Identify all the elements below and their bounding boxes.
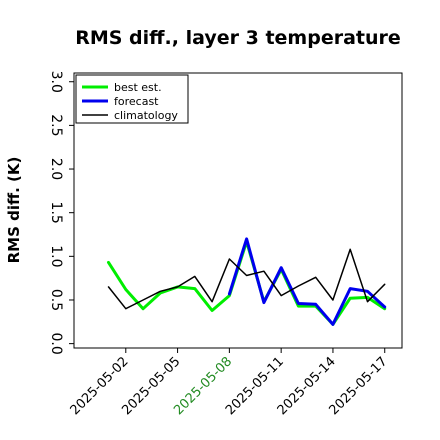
- series-line: [227, 237, 387, 326]
- y-axis-label: RMS diff. (K): [5, 157, 23, 264]
- y-tick-label: 0.0: [48, 333, 64, 355]
- legend-label: best est.: [114, 81, 162, 94]
- chart-title: RMS diff., layer 3 temperature: [75, 27, 401, 49]
- y-tick-label: 2.5: [48, 114, 64, 136]
- y-tick-label: 0.5: [48, 289, 64, 311]
- legend-label: climatology: [114, 109, 178, 122]
- y-tick-label: 1.5: [48, 202, 64, 224]
- y-tick-label: 3.0: [48, 71, 64, 93]
- legend-label: forecast: [114, 95, 159, 108]
- series-line: [107, 240, 387, 326]
- y-tick-label: 2.0: [48, 158, 64, 180]
- series-layer: [107, 237, 387, 326]
- plot-area: [73, 72, 403, 349]
- y-tick-label: 1.0: [48, 245, 64, 267]
- series-line: [107, 248, 386, 310]
